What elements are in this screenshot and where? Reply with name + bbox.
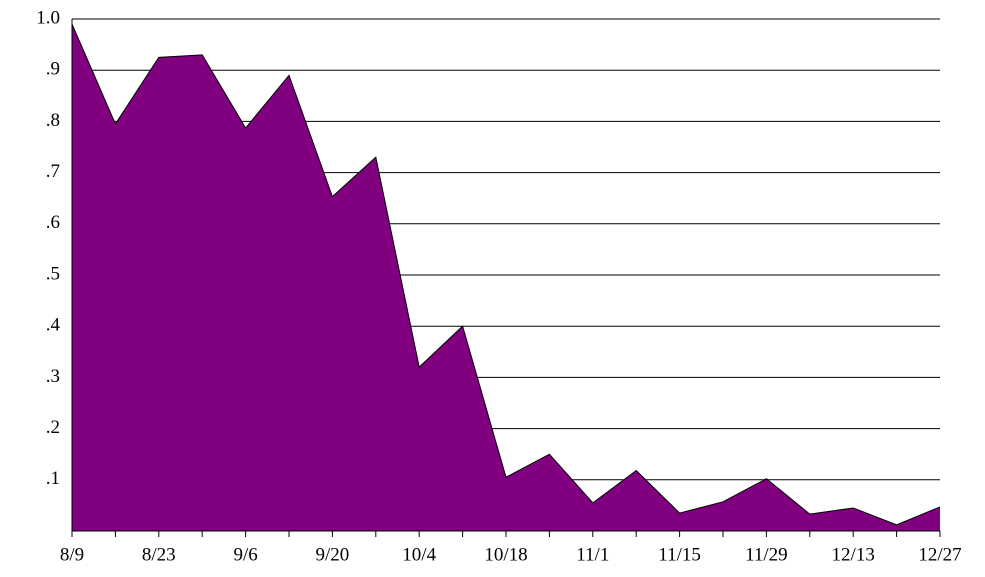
- x-tick-label: 9/20: [316, 544, 350, 565]
- x-tick-label: 8/9: [60, 544, 84, 565]
- y-tick-label: .9: [46, 59, 60, 80]
- x-tick-label: 11/15: [658, 544, 701, 565]
- x-tick-label: 12/27: [918, 544, 961, 565]
- x-tick-label: 10/18: [484, 544, 527, 565]
- x-tick-label: 11/29: [745, 544, 788, 565]
- x-tick-label: 8/23: [142, 544, 176, 565]
- y-tick-label: .6: [46, 212, 60, 233]
- area-fill: [72, 24, 940, 532]
- x-tick-label: 10/4: [402, 544, 436, 565]
- y-tick-label: .8: [46, 110, 60, 131]
- y-tick-label: .4: [46, 315, 61, 336]
- y-tick-label: 1.0: [36, 7, 60, 28]
- x-tick-label: 12/13: [832, 544, 875, 565]
- y-tick-label: .5: [46, 263, 60, 284]
- x-tick-label: 9/6: [233, 544, 257, 565]
- y-tick-label: .1: [46, 468, 60, 489]
- x-tick-label: 11/1: [576, 544, 609, 565]
- y-tick-label: .2: [46, 417, 60, 438]
- area-outline: [71, 23, 941, 526]
- y-tick-label: .7: [46, 161, 60, 182]
- y-tick-label: .3: [46, 366, 60, 387]
